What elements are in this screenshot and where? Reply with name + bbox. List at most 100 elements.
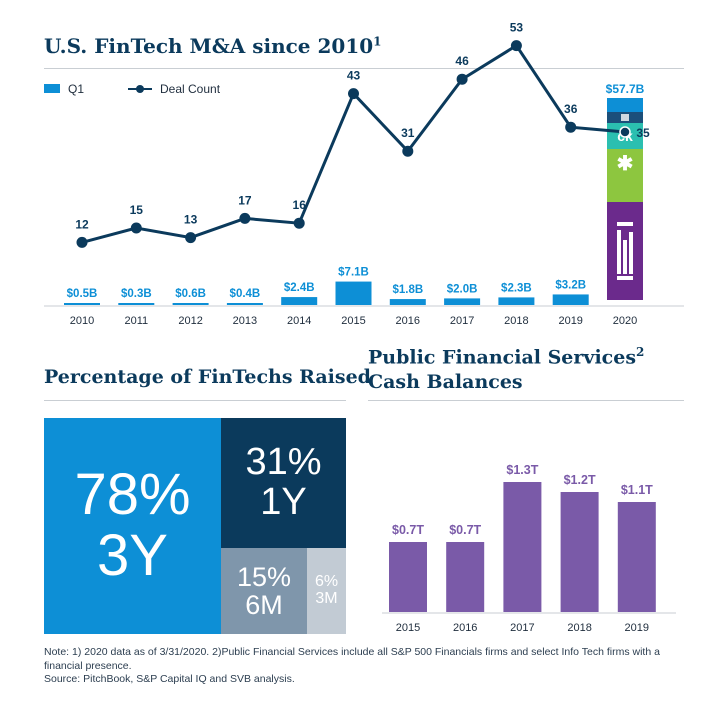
q1-bar (444, 298, 481, 305)
deal-count-label: 35 (636, 126, 650, 140)
q1-bars: $0.5B $0.3B $0.6B $0.4B $2.4B $7.1B $1.8B $2.0B… (64, 267, 589, 305)
tile-3m-period: 3M (315, 590, 338, 607)
fintech-ma-title-text: U.S. FinTech M&A since 2010 (44, 34, 374, 58)
fintech-ma-title: U.S. FinTech M&A since 20101 (44, 34, 382, 58)
deal-count-point (185, 232, 197, 244)
tile-3m-pct: 6% (314, 573, 339, 591)
tile-6m-period: 6M (245, 590, 283, 620)
deal-count-point (402, 145, 414, 157)
q1-bar-label: $2.3B (501, 282, 532, 294)
tile-6m: 15% 6M (221, 548, 307, 634)
cash-bar (389, 542, 427, 612)
fintech-ma-title-footnote: 1 (373, 34, 382, 49)
stack-2020: ✱ ck $57.7B (606, 82, 645, 300)
q1-bar (118, 303, 155, 305)
deal-count-label: 12 (75, 217, 89, 231)
q1-bar-label: $0.3B (121, 288, 152, 300)
pct-raised-title: Percentage of FinTechs Raised (44, 366, 371, 388)
tile-6m-pct: 15% (236, 561, 292, 592)
tile-1y: 31% 1Y (221, 418, 346, 548)
deal-count-point (565, 121, 577, 133)
deal-count-point (130, 222, 142, 234)
cash-balances-title: Public Financial Services2 Cash Balances (368, 340, 644, 395)
q1-bar (281, 297, 318, 305)
cash-x-tick-label: 2018 (567, 622, 591, 634)
x-tick-label: 2019 (558, 315, 582, 327)
cash-x-tick-label: 2016 (453, 622, 477, 634)
legend-q1-swatch (44, 84, 60, 93)
q1-bar-label: $0.6B (175, 288, 206, 300)
cash-title-footnote: 2 (636, 345, 645, 359)
q1-bar (335, 281, 372, 305)
deal-count-point (293, 217, 305, 229)
x-tick-label: 2013 (233, 315, 257, 327)
stack-segment-blue (607, 98, 643, 112)
deal-count-label: 53 (510, 21, 524, 35)
q1-bar (552, 294, 589, 305)
logo-bar (617, 276, 633, 280)
x-tick-label: 2012 (178, 315, 202, 327)
deal-count-label: 43 (347, 69, 361, 83)
logo-bar (617, 230, 621, 274)
q1-bar (64, 303, 100, 305)
cash-bar (503, 482, 542, 612)
deal-count-point (510, 40, 522, 52)
cash-x-tick-label: 2015 (396, 622, 420, 634)
x-tick-label: 2017 (450, 315, 474, 327)
total-2020-label: $57.7B (606, 82, 645, 96)
stack-small-logo-icon (621, 114, 629, 121)
legend-deal-marker (136, 85, 144, 93)
cash-bar-label: $0.7T (392, 523, 424, 537)
cash-balances-chart: $0.7T 2015 $0.7T 2016 $1.3T 2017 $1.2T 2018 $1.1… (382, 463, 676, 634)
q1-bar-label: $2.4B (284, 282, 315, 294)
x-axis-labels: 2010 2011 2012 2013 2014 2015 2016 2017 2018 2019… (70, 315, 637, 327)
logo-bar (629, 232, 633, 274)
stack-asterisk-icon: ✱ (617, 153, 634, 175)
cash-x-tick-label: 2019 (625, 622, 649, 634)
cash-divider (368, 400, 684, 401)
x-tick-label: 2016 (396, 315, 420, 327)
q1-bar-label: $0.5B (67, 288, 98, 300)
deal-count-point (239, 212, 251, 224)
deal-count-point (619, 126, 631, 138)
x-tick-label: 2014 (287, 315, 311, 327)
q1-bar-label: $7.1B (338, 267, 369, 279)
deal-count-line: 12 15 13 17 16 43 31 46 53 36 35 (75, 21, 650, 248)
logo-bar (617, 222, 633, 226)
pct-divider (44, 400, 346, 401)
deal-count-label: 16 (293, 198, 307, 212)
deal-count-label: 36 (564, 102, 578, 116)
cash-bars: $0.7T 2015 $0.7T 2016 $1.3T 2017 $1.2T 2018 $1.1… (389, 463, 656, 634)
deal-count-point (76, 236, 88, 248)
tile-3y-period: 3Y (97, 523, 168, 588)
tile-3m: 6% 3M (307, 548, 346, 634)
deal-count-label: 15 (130, 203, 144, 217)
q1-bar-label: $3.2B (555, 279, 586, 291)
cash-x-tick-label: 2017 (510, 622, 534, 634)
x-tick-label: 2010 (70, 315, 94, 327)
fintech-ma-chart: Q1 Deal Count $0.5B $0.3B $0.6B $0.4B $2.4B$… (44, 21, 684, 327)
cash-bar-label: $1.2T (564, 473, 596, 487)
logo-bar (623, 240, 627, 274)
deal-count-label: 46 (455, 54, 469, 68)
stack-segment-green (607, 149, 643, 202)
chart-legend: Q1 Deal Count (44, 82, 221, 96)
tile-3y: 78% 3Y (44, 418, 221, 634)
q1-bar (172, 303, 209, 305)
cash-bar-label: $1.1T (621, 483, 653, 497)
cash-bar-label: $1.3T (506, 463, 538, 477)
x-tick-label: 2018 (504, 315, 528, 327)
cash-bar-label: $0.7T (449, 523, 481, 537)
q1-bar (498, 297, 535, 305)
title-divider (44, 68, 684, 69)
x-tick-label: 2015 (341, 315, 365, 327)
legend-deal-label: Deal Count (160, 82, 221, 96)
cash-bar (617, 502, 656, 612)
x-tick-label: 2020 (613, 315, 637, 327)
cash-title-line2: Cash Balances (368, 371, 523, 394)
deal-count-point (456, 73, 468, 85)
footnote-text: Note: 1) 2020 data as of 3/31/2020. 2)Pu… (44, 646, 660, 672)
cash-bar (560, 492, 599, 612)
deal-count-label: 17 (238, 193, 252, 207)
source-text: Source: PitchBook, S&P Capital IQ and SV… (44, 673, 295, 685)
